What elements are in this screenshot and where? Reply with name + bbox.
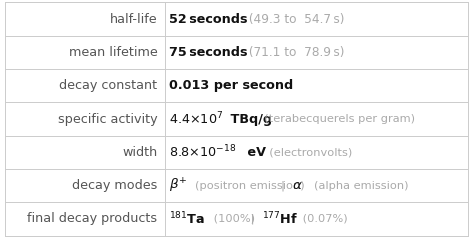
Text: (alpha emission): (alpha emission) [314, 181, 408, 191]
Text: 0.013 per second: 0.013 per second [169, 79, 294, 92]
Text: (49.3 to  54.7 s): (49.3 to 54.7 s) [245, 13, 344, 25]
Text: $^{181}$Ta: $^{181}$Ta [169, 211, 205, 227]
Text: decay constant: decay constant [60, 79, 158, 92]
Text: $8.8{\times}10^{-18}$: $8.8{\times}10^{-18}$ [169, 144, 236, 161]
Text: 75 seconds: 75 seconds [169, 46, 248, 59]
Text: (electronvolts): (electronvolts) [262, 147, 352, 157]
Text: (positron emission): (positron emission) [195, 181, 305, 191]
Text: (0.07%): (0.07%) [299, 214, 348, 224]
Text: half-life: half-life [110, 13, 158, 25]
Text: eV: eV [243, 146, 266, 159]
Text: |: | [247, 214, 255, 224]
Text: $4.4{\times}10^{7}$: $4.4{\times}10^{7}$ [169, 111, 224, 127]
Text: final decay products: final decay products [27, 213, 158, 225]
Text: width: width [123, 146, 158, 159]
Text: $\beta^{+}$: $\beta^{+}$ [169, 177, 188, 195]
Text: (100%): (100%) [210, 214, 254, 224]
Text: (terabecquerels per gram): (terabecquerels per gram) [257, 114, 415, 124]
Text: (71.1 to  78.9 s): (71.1 to 78.9 s) [245, 46, 344, 59]
Text: 52 seconds: 52 seconds [169, 13, 248, 25]
Text: TBq/g: TBq/g [226, 113, 272, 125]
Text: $\alpha$: $\alpha$ [292, 179, 303, 192]
Text: |: | [280, 180, 285, 191]
Text: decay modes: decay modes [72, 179, 158, 192]
Text: $^{177}$Hf: $^{177}$Hf [262, 211, 298, 227]
Text: mean lifetime: mean lifetime [69, 46, 158, 59]
Text: specific activity: specific activity [58, 113, 158, 125]
